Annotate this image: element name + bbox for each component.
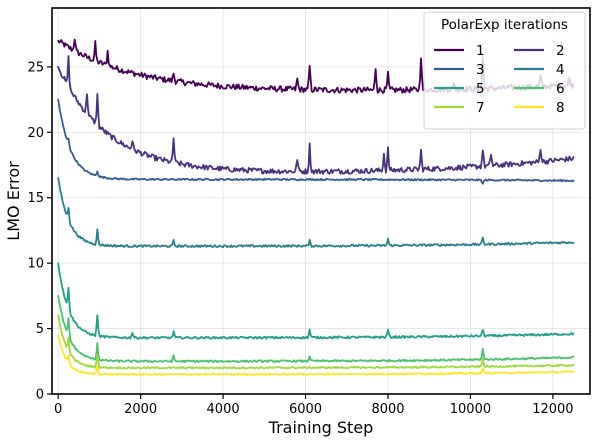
x-tick-label: 2000 — [124, 402, 157, 417]
legend-box — [423, 11, 586, 130]
y-tick-label: 25 — [27, 60, 44, 75]
series-line-5 — [57, 262, 575, 340]
x-tick-label: 0 — [54, 402, 62, 417]
y-tick-label: 0 — [36, 388, 44, 403]
y-tick-label: 20 — [27, 126, 44, 141]
series-line-6 — [57, 294, 575, 364]
x-axis-label: Training Step — [268, 418, 374, 437]
x-axis-ticks: 0 2000 4000 6000 8000 10000 12000 — [54, 394, 574, 417]
legend-label-2: 2 — [556, 43, 565, 59]
legend-title: PolarExp iterations — [441, 17, 568, 33]
y-tick-label: 15 — [27, 191, 44, 206]
x-tick-label: 4000 — [207, 402, 240, 417]
legend: PolarExp iterations 1 2 3 4 5 6 7 8 — [423, 11, 586, 130]
y-axis-label: LMO Error — [4, 161, 23, 241]
series-line-7 — [57, 314, 575, 370]
y-axis-ticks: 0 5 10 15 20 25 — [27, 60, 52, 403]
series-line-2 — [57, 55, 575, 175]
legend-label-6: 6 — [556, 81, 565, 97]
legend-label-1: 1 — [476, 43, 485, 59]
series-line-8 — [57, 334, 575, 376]
x-tick-label: 6000 — [289, 402, 322, 417]
series-line-4 — [57, 177, 575, 249]
plot-frame — [51, 7, 591, 395]
legend-label-3: 3 — [476, 62, 485, 78]
legend-label-5: 5 — [476, 81, 485, 97]
y-tick-label: 10 — [27, 257, 44, 272]
y-tick-label: 5 — [36, 322, 44, 337]
legend-label-4: 4 — [556, 62, 565, 78]
x-tick-label: 12000 — [532, 402, 573, 417]
legend-label-8: 8 — [556, 100, 565, 116]
legend-label-7: 7 — [476, 100, 485, 116]
x-tick-label: 8000 — [371, 402, 404, 417]
series-line-3 — [57, 98, 575, 185]
x-tick-label: 10000 — [450, 402, 491, 417]
